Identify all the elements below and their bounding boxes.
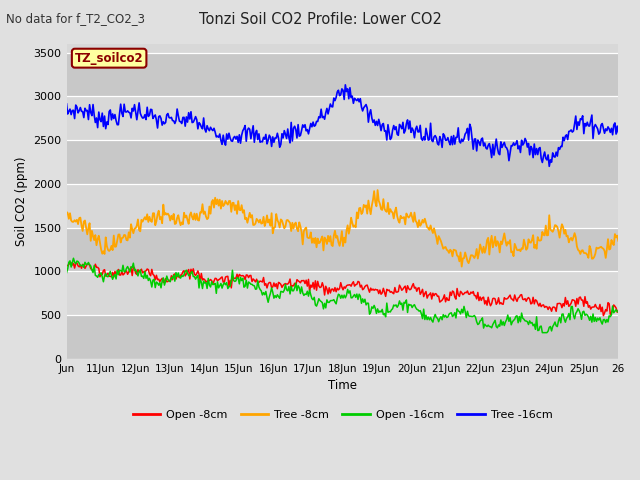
Open -16cm xyxy=(399,307,407,313)
Tree -8cm xyxy=(374,187,381,193)
Bar xyxy=(67,52,618,96)
Open -8cm xyxy=(236,272,243,277)
Tree -8cm xyxy=(371,200,379,205)
Tree -16cm xyxy=(63,101,70,107)
Open -16cm xyxy=(538,330,546,336)
Line: Open -16cm: Open -16cm xyxy=(67,258,618,333)
Tree -8cm xyxy=(63,209,70,215)
Text: TZ_soilco2: TZ_soilco2 xyxy=(75,52,143,65)
Y-axis label: Soil CO2 (ppm): Soil CO2 (ppm) xyxy=(15,156,28,246)
Line: Open -8cm: Open -8cm xyxy=(67,263,618,316)
Line: Tree -16cm: Tree -16cm xyxy=(67,85,618,167)
Bar xyxy=(67,315,618,359)
Tree -16cm xyxy=(469,146,477,152)
Tree -16cm xyxy=(372,119,380,124)
X-axis label: Time: Time xyxy=(328,379,357,392)
Open -8cm xyxy=(296,280,304,286)
Text: No data for f_T2_CO2_3: No data for f_T2_CO2_3 xyxy=(6,12,145,25)
Bar xyxy=(67,228,618,271)
Open -16cm xyxy=(70,255,77,261)
Open -8cm xyxy=(399,286,407,292)
Open -8cm xyxy=(63,263,70,269)
Tree -16cm xyxy=(566,128,574,134)
Open -8cm xyxy=(565,303,573,309)
Open -8cm xyxy=(600,313,607,319)
Tree -8cm xyxy=(399,215,407,220)
Open -16cm xyxy=(236,281,243,287)
Tree -8cm xyxy=(614,238,622,244)
Tree -16cm xyxy=(545,164,553,169)
Open -8cm xyxy=(67,260,75,265)
Open -16cm xyxy=(63,270,70,276)
Line: Tree -8cm: Tree -8cm xyxy=(67,190,618,266)
Open -16cm xyxy=(566,317,574,323)
Open -16cm xyxy=(614,309,622,315)
Tree -16cm xyxy=(342,82,349,88)
Open -8cm xyxy=(614,308,622,313)
Open -16cm xyxy=(296,291,304,297)
Open -8cm xyxy=(469,288,477,294)
Tree -16cm xyxy=(614,130,622,135)
Tree -8cm xyxy=(470,255,478,261)
Tree -8cm xyxy=(234,198,242,204)
Open -16cm xyxy=(469,313,477,319)
Open -8cm xyxy=(372,287,380,293)
Open -16cm xyxy=(372,311,380,316)
Tree -8cm xyxy=(458,264,465,269)
Tree -16cm xyxy=(234,140,242,145)
Text: Tonzi Soil CO2 Profile: Lower CO2: Tonzi Soil CO2 Profile: Lower CO2 xyxy=(198,12,442,27)
Tree -8cm xyxy=(566,236,574,242)
Bar xyxy=(67,140,618,184)
Tree -16cm xyxy=(399,120,407,125)
Tree -16cm xyxy=(296,133,303,139)
Legend: Open -8cm, Tree -8cm, Open -16cm, Tree -16cm: Open -8cm, Tree -8cm, Open -16cm, Tree -… xyxy=(128,406,557,424)
Tree -8cm xyxy=(296,219,303,225)
